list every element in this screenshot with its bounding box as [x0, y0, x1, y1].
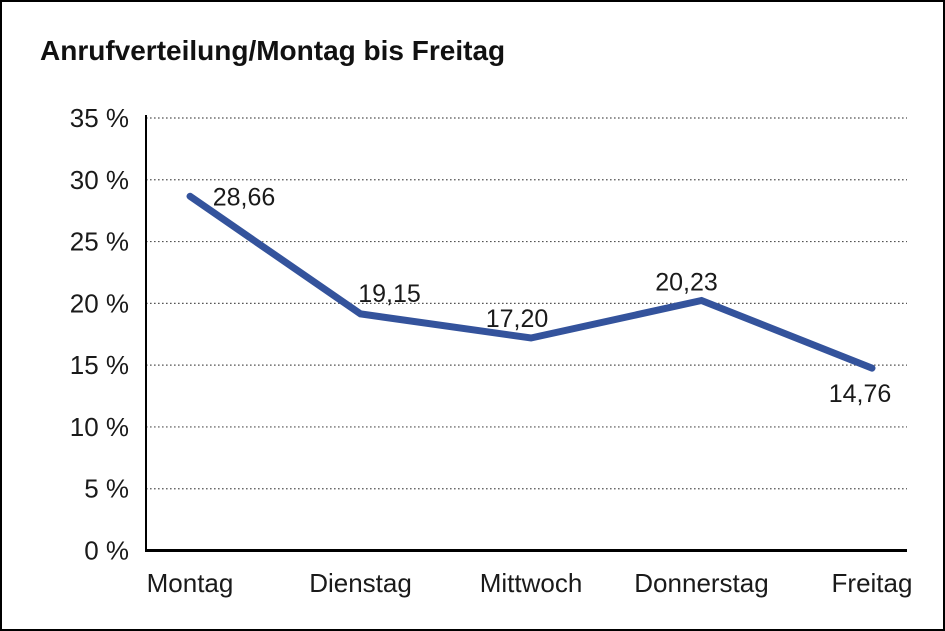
x-tick-label: Mittwoch [480, 568, 583, 598]
chart-title: Anrufverteilung/Montag bis Freitag [40, 35, 506, 66]
y-tick-label: 25 % [70, 227, 129, 257]
x-tick-label: Freitag [832, 568, 913, 598]
y-tick-label: 15 % [70, 350, 129, 380]
data-series-line [186, 192, 876, 372]
data-point-label: 19,15 [358, 280, 421, 308]
data-point-label: 17,20 [486, 305, 549, 333]
y-tick-label: 10 % [70, 412, 129, 442]
x-tick-label: Donnerstag [634, 568, 768, 598]
x-tick-label: Montag [147, 568, 234, 598]
data-point-label: 28,66 [213, 183, 276, 211]
y-tick-label: 20 % [70, 288, 129, 318]
y-tick-label: 0 % [84, 536, 129, 566]
y-tick-label: 30 % [70, 165, 129, 195]
x-tick-label: Dienstag [309, 568, 412, 598]
y-tick-label: 5 % [84, 474, 129, 504]
data-point-label: 14,76 [829, 380, 892, 408]
y-tick-label: 35 % [70, 103, 129, 133]
data-point-label: 20,23 [655, 269, 718, 297]
